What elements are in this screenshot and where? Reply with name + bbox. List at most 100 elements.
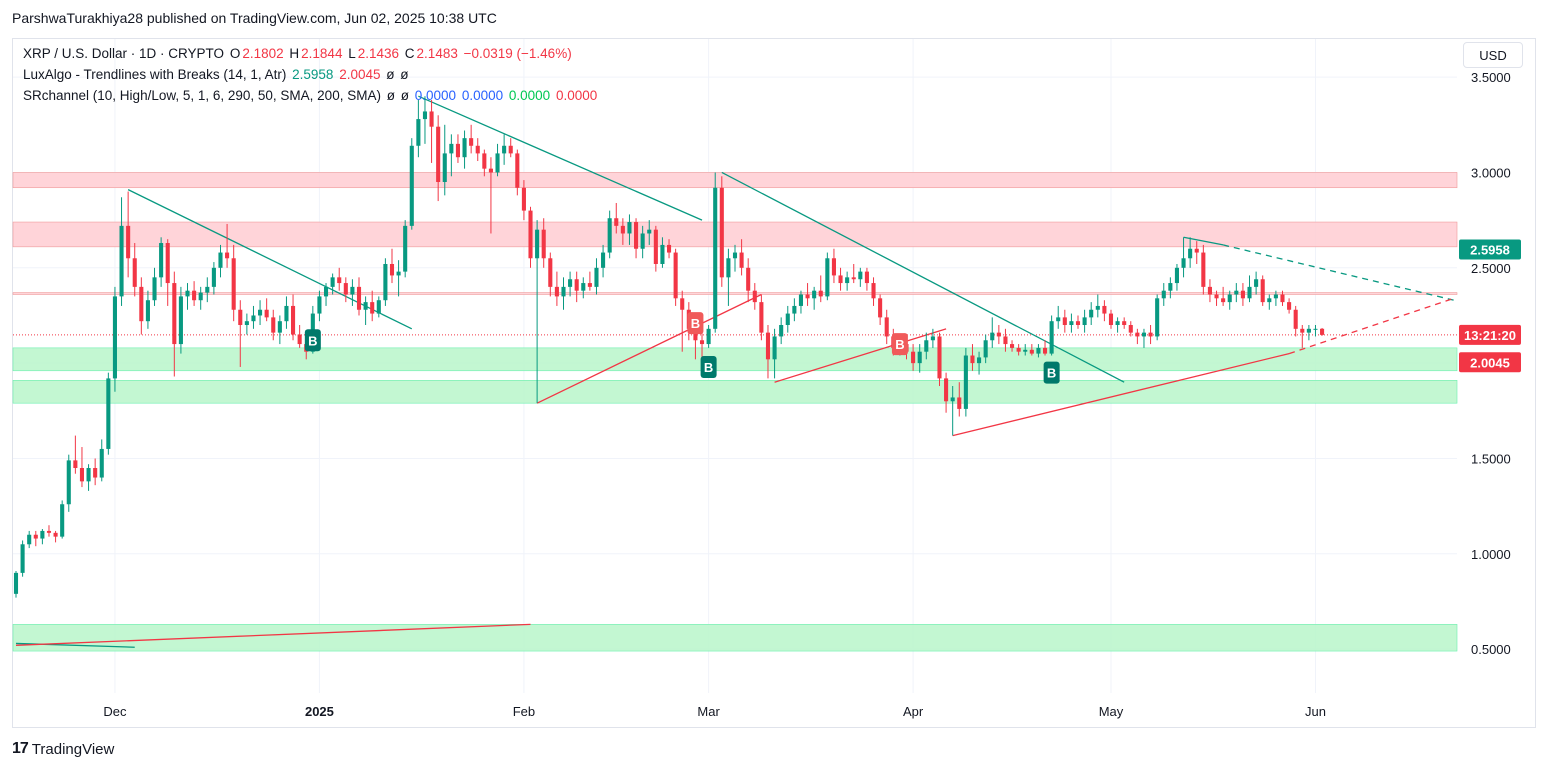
time-axis: Dec 2025 Feb Mar Apr May Jun	[103, 704, 1326, 719]
candle-body	[93, 468, 98, 478]
candle-body	[765, 332, 771, 360]
candle-body	[508, 145, 513, 154]
candle-body	[1287, 302, 1292, 310]
candle-body	[132, 258, 137, 287]
candle-body	[963, 355, 968, 409]
candle-body	[337, 277, 342, 284]
y-tick-label: 1.0000	[1471, 547, 1511, 562]
price-tags: 2.5958 13:21:20 2.0045	[1459, 239, 1521, 373]
price-tag: 2.5958	[1459, 239, 1521, 260]
candle-body	[271, 317, 276, 333]
break-labels: B B B B B	[304, 312, 1060, 384]
candle-body	[878, 298, 883, 318]
candle-body	[1141, 332, 1147, 337]
price-tag: 2.0045	[1459, 352, 1521, 373]
candle-body	[1247, 286, 1252, 299]
candle-body	[1122, 321, 1127, 326]
candle-body	[647, 229, 652, 234]
candle-body	[277, 321, 282, 333]
candle-body	[475, 145, 480, 154]
legend-indicator-1[interactable]: LuxAlgo - Trendlines with Breaks (14, 1,…	[23, 67, 411, 82]
candle-body	[1010, 344, 1015, 348]
candle-body	[145, 300, 150, 322]
indicator-1-name: LuxAlgo - Trendlines with Breaks (14, 1,…	[23, 67, 287, 82]
tradingview-logo[interactable]: 17 TradingView	[12, 740, 114, 758]
candle-body	[1260, 279, 1265, 303]
price-tag-bg	[1459, 239, 1521, 260]
candle-body	[812, 290, 817, 299]
candle-body	[1102, 305, 1107, 314]
candle-body	[1320, 328, 1325, 335]
break-badge: B	[891, 333, 908, 356]
candle-body	[403, 225, 408, 272]
indicator-2-value-4: 0.0000	[461, 88, 504, 103]
price-tag-label: 2.5958	[1470, 243, 1510, 258]
trendline	[774, 328, 947, 383]
candle-body	[1029, 349, 1034, 354]
candle-body	[1240, 290, 1245, 299]
candle-body	[1036, 347, 1041, 354]
candle-body	[66, 460, 71, 505]
candle-body	[561, 286, 566, 297]
candle-body	[1089, 309, 1094, 318]
candle-body	[541, 229, 546, 259]
legend-symbol[interactable]: XRP / U.S. Dollar · 1D · CRYPTO	[23, 46, 225, 61]
candle-body	[1300, 328, 1305, 333]
candle-body	[495, 153, 500, 173]
candle-body	[1023, 349, 1028, 352]
price-tag-label: 13:21:20	[1464, 328, 1516, 343]
trendline	[15, 623, 531, 646]
support-zone	[12, 624, 1458, 652]
trendlines	[15, 95, 1455, 648]
indicator-1-value-4: ø	[400, 67, 409, 82]
candle-body	[772, 336, 777, 360]
candle-body	[640, 233, 645, 249]
candle-body	[1273, 294, 1278, 299]
candle-body	[185, 290, 190, 297]
legend-symbol-row: XRP / U.S. Dollar · 1D · CRYPTO O 2.1802 …	[23, 46, 574, 61]
candle-body	[1254, 279, 1259, 287]
currency-button[interactable]: USD	[1463, 42, 1523, 68]
break-badge-bg	[891, 333, 908, 356]
break-badge-bg	[304, 329, 321, 352]
publisher-credit: ParshwaTurakhiya28 published on TradingV…	[12, 10, 497, 26]
x-tick-label: Jun	[1305, 704, 1326, 719]
candle-body	[627, 222, 632, 234]
candle-body	[983, 340, 988, 358]
candle-body	[1042, 347, 1048, 354]
candle-body	[990, 332, 995, 341]
candle-body	[79, 468, 85, 482]
trendline	[418, 95, 703, 221]
candle-body	[944, 378, 949, 402]
candle-body	[818, 290, 823, 297]
y-tick-label: 3.0000	[1471, 165, 1511, 180]
candle-body	[46, 530, 52, 533]
indicator-1-value-2: 2.0045	[339, 67, 381, 82]
legend-indicator-2[interactable]: SRchannel (10, High/Low, 5, 1, 6, 290, 5…	[23, 88, 599, 103]
candle-body	[370, 302, 375, 314]
price-tag: 13:21:20	[1459, 324, 1521, 345]
price-tag-bg	[1459, 324, 1521, 345]
legend-c-label: C	[404, 46, 415, 61]
candle-body	[739, 252, 744, 268]
y-tick-label: 3.5000	[1471, 70, 1511, 85]
price-tag-label: 2.0045	[1470, 355, 1510, 370]
candle-body	[706, 328, 711, 345]
candle-body	[759, 302, 764, 333]
candle-body	[238, 309, 243, 326]
candle-body	[746, 267, 751, 291]
tradingview-logo-icon: 17	[12, 740, 29, 757]
indicator-2-value-2: ø	[400, 88, 409, 103]
indicator-2-value-5: 0.0000	[508, 88, 551, 103]
candle-body	[515, 153, 520, 188]
trendline	[721, 171, 1125, 383]
candle-body	[455, 143, 460, 158]
candle-body	[244, 321, 249, 326]
candle-body	[831, 258, 836, 276]
price-tag-bg	[1459, 352, 1521, 373]
candle-body	[1214, 294, 1219, 299]
trendline	[1222, 244, 1455, 301]
candle-body	[1194, 248, 1199, 253]
indicator-2-value-1: ø	[386, 88, 395, 103]
